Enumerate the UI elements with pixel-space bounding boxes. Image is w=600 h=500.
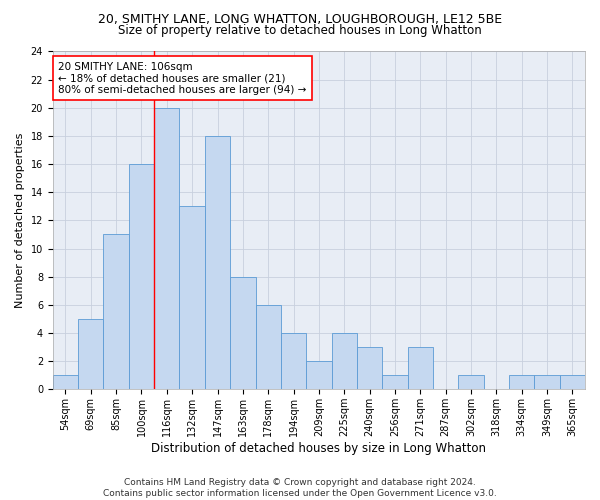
- Bar: [306, 361, 332, 390]
- Text: 20 SMITHY LANE: 106sqm
← 18% of detached houses are smaller (21)
80% of semi-det: 20 SMITHY LANE: 106sqm ← 18% of detached…: [58, 62, 307, 95]
- Bar: [179, 206, 205, 390]
- Text: 20, SMITHY LANE, LONG WHATTON, LOUGHBOROUGH, LE12 5BE: 20, SMITHY LANE, LONG WHATTON, LOUGHBORO…: [98, 12, 502, 26]
- Y-axis label: Number of detached properties: Number of detached properties: [15, 132, 25, 308]
- Bar: [205, 136, 230, 390]
- Bar: [560, 375, 585, 390]
- Bar: [256, 305, 281, 390]
- Bar: [154, 108, 179, 390]
- Bar: [281, 333, 306, 390]
- Bar: [78, 319, 103, 390]
- Bar: [382, 375, 407, 390]
- Bar: [458, 375, 484, 390]
- Bar: [230, 276, 256, 390]
- Bar: [535, 375, 560, 390]
- Bar: [129, 164, 154, 390]
- Bar: [357, 347, 382, 390]
- Text: Size of property relative to detached houses in Long Whatton: Size of property relative to detached ho…: [118, 24, 482, 37]
- Text: Contains HM Land Registry data © Crown copyright and database right 2024.
Contai: Contains HM Land Registry data © Crown c…: [103, 478, 497, 498]
- Bar: [332, 333, 357, 390]
- Bar: [509, 375, 535, 390]
- Bar: [103, 234, 129, 390]
- X-axis label: Distribution of detached houses by size in Long Whatton: Distribution of detached houses by size …: [151, 442, 487, 455]
- Bar: [407, 347, 433, 390]
- Bar: [53, 375, 78, 390]
